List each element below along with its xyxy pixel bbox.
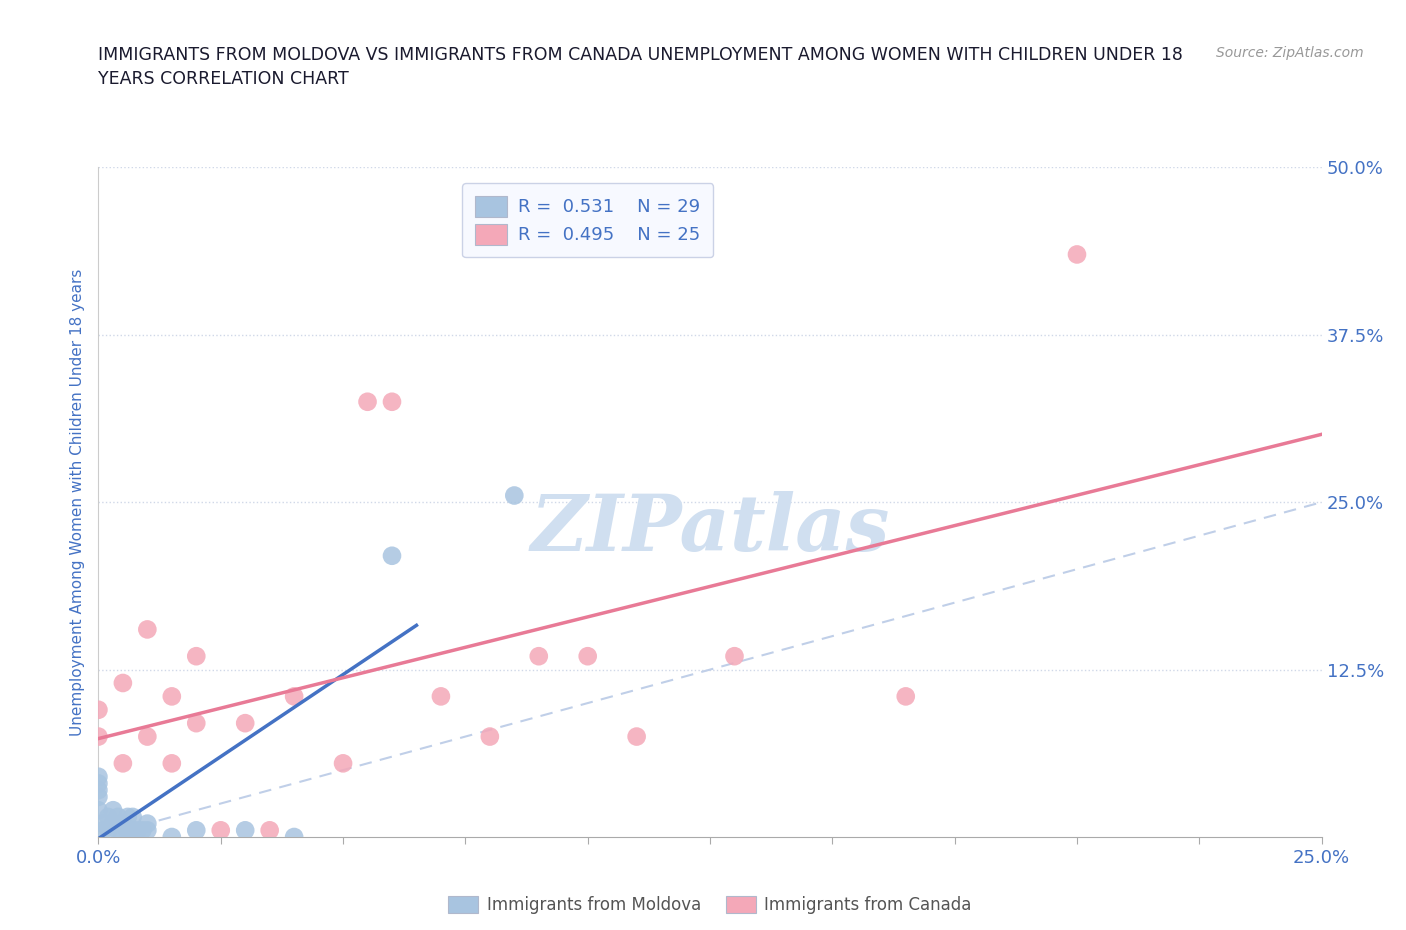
Point: [87, 702, 110, 717]
Point: [503, 488, 526, 503]
Text: Source: ZipAtlas.com: Source: ZipAtlas.com: [1216, 46, 1364, 60]
Point: [160, 830, 183, 844]
Point: [160, 689, 183, 704]
Point: [117, 823, 139, 838]
Point: [259, 823, 281, 838]
Point: [111, 817, 134, 831]
Point: [91, 823, 114, 838]
Point: [117, 809, 139, 824]
Point: [131, 823, 153, 838]
Point: [107, 809, 129, 824]
Point: [186, 649, 208, 664]
Point: [111, 830, 134, 844]
Point: [111, 756, 134, 771]
Point: [527, 649, 550, 664]
Point: [136, 823, 159, 838]
Text: ZIPatlas: ZIPatlas: [530, 491, 890, 567]
Point: [478, 729, 501, 744]
Point: [723, 649, 745, 664]
Point: [87, 790, 110, 804]
Point: [1066, 247, 1088, 262]
Point: [107, 823, 129, 838]
Point: [101, 803, 124, 817]
Point: [136, 622, 159, 637]
Point: [136, 817, 159, 831]
Point: [87, 776, 110, 790]
Point: [356, 394, 378, 409]
Point: [87, 803, 110, 817]
Point: [894, 689, 917, 704]
Point: [121, 809, 143, 824]
Point: [111, 675, 134, 690]
Point: [381, 394, 404, 409]
Point: [283, 689, 305, 704]
Point: [121, 823, 143, 838]
Point: [332, 756, 354, 771]
Point: [87, 783, 110, 798]
Point: [576, 649, 599, 664]
Y-axis label: Unemployment Among Women with Children Under 18 years: Unemployment Among Women with Children U…: [69, 269, 84, 736]
Point: [87, 769, 110, 784]
Legend: Immigrants from Moldova, Immigrants from Canada: Immigrants from Moldova, Immigrants from…: [440, 887, 980, 923]
Point: [91, 817, 114, 831]
Point: [101, 817, 124, 831]
Point: [186, 716, 208, 731]
Point: [136, 729, 159, 744]
Text: IMMIGRANTS FROM MOLDOVA VS IMMIGRANTS FROM CANADA UNEMPLOYMENT AMONG WOMEN WITH : IMMIGRANTS FROM MOLDOVA VS IMMIGRANTS FR…: [98, 46, 1184, 88]
Point: [160, 756, 183, 771]
Point: [186, 823, 208, 838]
Point: [97, 823, 120, 838]
Point: [97, 809, 120, 824]
Point: [381, 549, 404, 564]
Point: [430, 689, 453, 704]
Point: [626, 729, 648, 744]
Point: [209, 823, 232, 838]
Point: [87, 729, 110, 744]
Point: [233, 823, 256, 838]
Point: [283, 830, 305, 844]
Point: [127, 823, 149, 838]
Point: [233, 716, 256, 731]
